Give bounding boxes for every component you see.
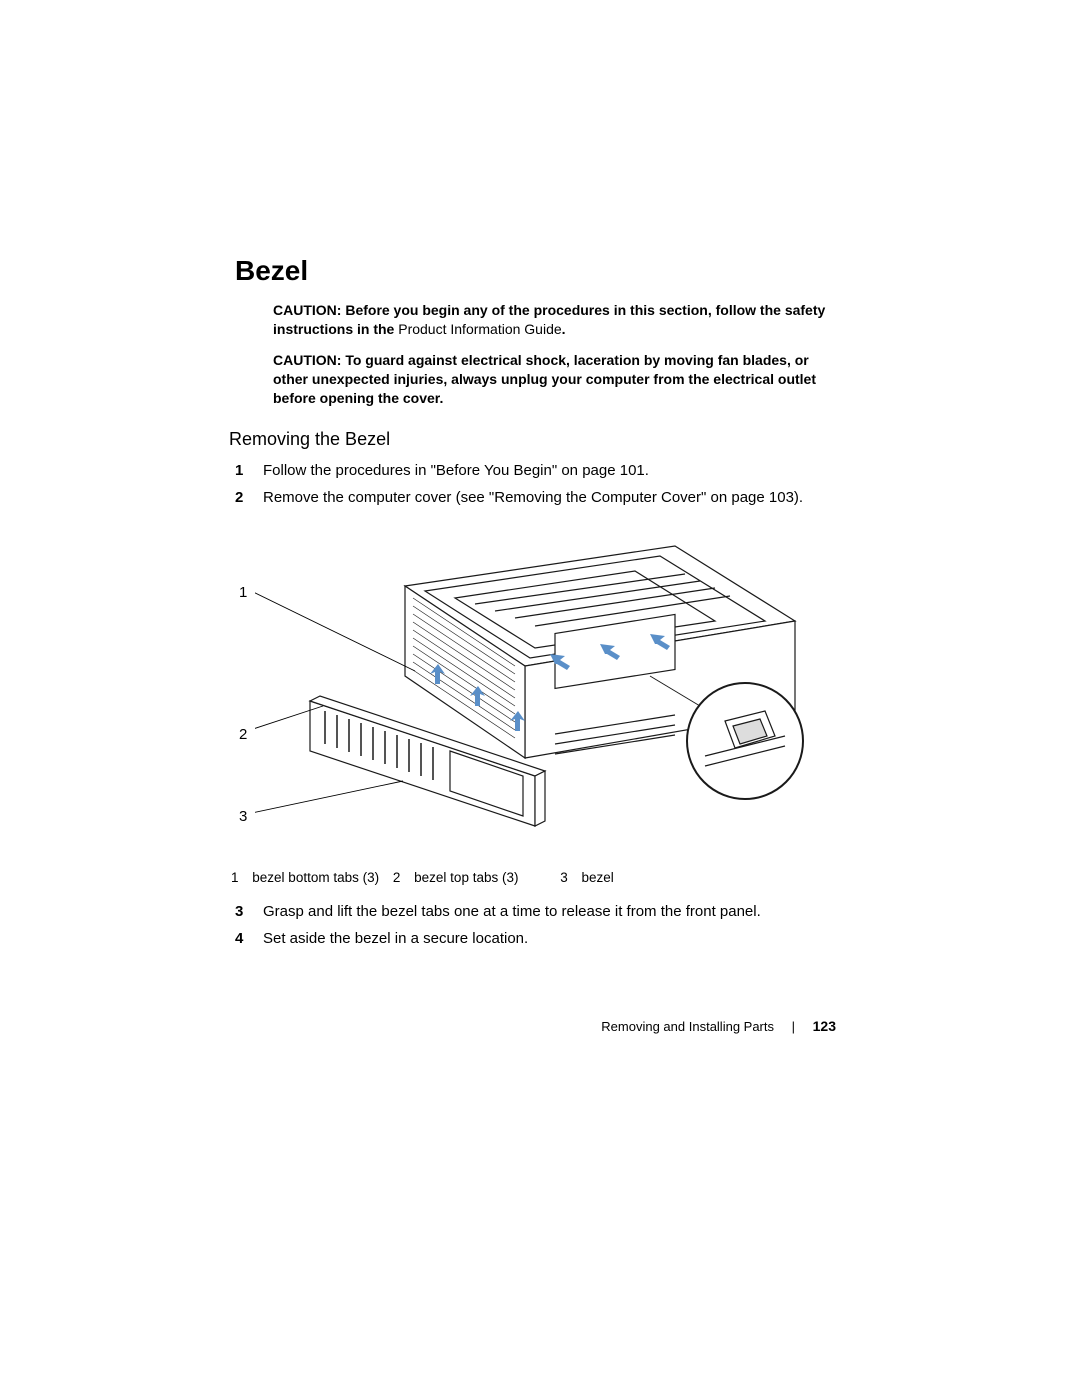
- footer-section: Removing and Installing Parts: [601, 1019, 774, 1034]
- caution-2: CAUTION: To guard against electrical sho…: [273, 351, 845, 408]
- step-2-text: Remove the computer cover (see "Removing…: [263, 487, 845, 508]
- step-3-text: Grasp and lift the bezel tabs one at a t…: [263, 901, 845, 922]
- footer-page-number: 123: [813, 1018, 836, 1034]
- caution-1-normal: Product Information Guide: [398, 321, 561, 337]
- diagram-legend: 1 bezel bottom tabs (3) 2 bezel top tabs…: [231, 870, 845, 885]
- bezel-diagram: 1 2 3: [235, 526, 845, 856]
- caution-1-label: CAUTION:: [273, 302, 341, 318]
- legend-3-num: 3: [560, 870, 568, 885]
- caution-1-text-b: .: [562, 321, 566, 337]
- page-heading: Bezel: [235, 255, 845, 287]
- step-4: 4 Set aside the bezel in a secure locati…: [235, 928, 845, 949]
- step-1-text: Follow the procedures in "Before You Beg…: [263, 460, 845, 481]
- subheading: Removing the Bezel: [229, 429, 845, 450]
- step-3-num: 3: [235, 901, 263, 922]
- legend-2-num: 2: [393, 870, 401, 885]
- step-1: 1 Follow the procedures in "Before You B…: [235, 460, 845, 481]
- legend-1-num: 1: [231, 870, 239, 885]
- step-4-text: Set aside the bezel in a secure location…: [263, 928, 845, 949]
- step-2-num: 2: [235, 487, 263, 508]
- step-1-num: 1: [235, 460, 263, 481]
- step-2: 2 Remove the computer cover (see "Removi…: [235, 487, 845, 508]
- computer-bezel-illustration: [255, 526, 835, 856]
- callout-3: 3: [239, 808, 247, 825]
- callout-1: 1: [239, 584, 247, 601]
- legend-2-text: bezel top tabs (3): [414, 870, 518, 885]
- caution-2-text-a: To guard against electrical shock, lacer…: [273, 352, 816, 406]
- step-3: 3 Grasp and lift the bezel tabs one at a…: [235, 901, 845, 922]
- legend-1-text: bezel bottom tabs (3): [252, 870, 379, 885]
- footer-divider: |: [792, 1019, 795, 1034]
- legend-3-text: bezel: [582, 870, 614, 885]
- step-4-num: 4: [235, 928, 263, 949]
- caution-1: CAUTION: Before you begin any of the pro…: [273, 301, 845, 339]
- callout-2: 2: [239, 726, 247, 743]
- page-footer: Removing and Installing Parts | 123: [0, 1018, 1080, 1034]
- caution-2-label: CAUTION:: [273, 352, 341, 368]
